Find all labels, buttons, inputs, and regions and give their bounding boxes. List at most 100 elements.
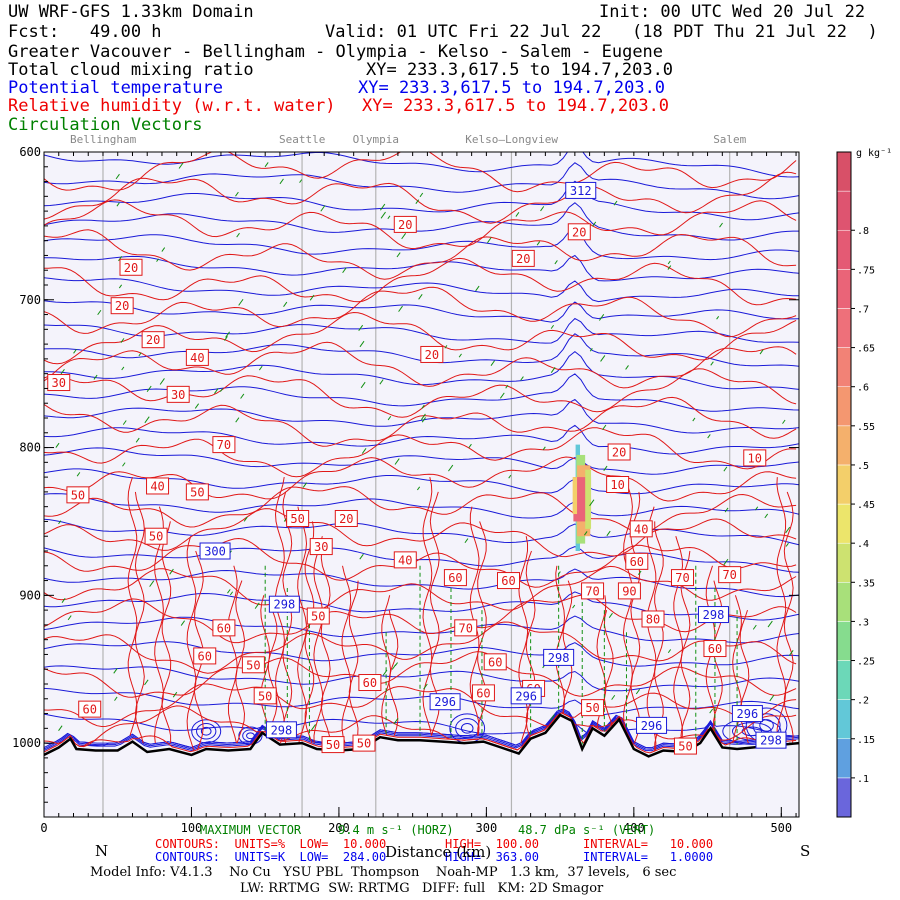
circulation-vector [379, 379, 384, 385]
circulation-vector [710, 361, 714, 366]
rh-contour-label: 50 [258, 689, 272, 703]
circulation-vector [540, 206, 545, 212]
colorbar-swatch [836, 503, 852, 544]
rh-contour-label-box [306, 607, 330, 625]
rh-plume-contour [381, 595, 392, 736]
city-label: Bellingham [69, 133, 137, 146]
rh-contour-label: 50 [311, 610, 325, 624]
rh-contour-label: 60 [501, 574, 515, 588]
rh-contour-label: 10 [748, 451, 762, 465]
circulation-vector [144, 679, 149, 686]
circulation-vector [93, 374, 98, 380]
circulation-vector [458, 353, 462, 358]
rh-contour-label: 30 [314, 540, 328, 554]
rh-contour-line [44, 621, 797, 674]
theta-contour-label: 298 [548, 651, 570, 665]
rh-contour-label: 20 [425, 348, 439, 362]
circulation-vector [549, 714, 555, 721]
rh-contour-label-box [352, 734, 376, 752]
circulation-vector [302, 482, 308, 488]
circulation-vector [608, 612, 613, 619]
circulation-vector [240, 393, 245, 399]
theta-contour-label: 296 [515, 689, 537, 703]
axis-south-label: S [800, 842, 811, 860]
rh-contour-label: 60 [198, 649, 212, 663]
circulation-vector [464, 538, 469, 544]
rh-contour-line [44, 286, 797, 338]
circulation-vector [785, 526, 791, 534]
rh-contour-label-box [471, 684, 495, 702]
rh-contour-label: 50 [190, 485, 204, 499]
isentrope-line [44, 493, 799, 519]
circulation-vector [487, 237, 492, 244]
max-vector-horz: 9.4 m s⁻¹ (HORZ) [338, 823, 454, 837]
circulation-vector [146, 385, 152, 392]
circulation-vector [320, 205, 326, 212]
rh-contour-label-box [334, 509, 358, 527]
rh-plume-contour [127, 476, 138, 736]
rh-plume-contour [622, 476, 633, 736]
isentrope-line [44, 518, 799, 546]
forecast-hour: Fcst: 49.00 h [8, 22, 162, 42]
rh-contour-line [44, 508, 797, 558]
circulation-vector [625, 365, 629, 370]
circulation-vector [243, 516, 248, 522]
colorbar-swatch [836, 777, 852, 818]
rh-contour-line [44, 199, 797, 250]
theta-contour-label: 296 [641, 719, 663, 733]
circulation-vector [613, 200, 618, 206]
circulation-vector [394, 458, 400, 465]
rh-contour-label-box [617, 582, 641, 600]
circulation-vector [60, 368, 65, 375]
rh-contour-label: 50 [71, 488, 85, 502]
theta-contour-label-box [731, 705, 763, 723]
rh-contour-label: 40 [150, 479, 164, 493]
rh-contour-label-box [193, 647, 217, 665]
circulation-vector [709, 708, 714, 714]
model-physics: LW: RRTMG SW: RRTMG DIFF: full KM: 2D Sm… [240, 881, 604, 896]
rh-contour-label-box [141, 331, 165, 349]
isentrope-line [44, 277, 799, 303]
colorbar-label: .15 [857, 735, 875, 746]
colorbar-unit: g kg⁻¹ [856, 148, 893, 159]
circulation-vector [380, 211, 386, 219]
rh-contour-label: 20 [612, 445, 626, 459]
rh-contour-label: 20 [339, 512, 353, 526]
rh-contour-line [44, 427, 797, 478]
field-circulation-vectors: Circulation Vectors [8, 115, 203, 135]
rh-contour-label-box [454, 619, 478, 637]
rh-contour-label-box [718, 566, 742, 584]
circulation-vector [258, 365, 263, 371]
colorbar-swatch [836, 308, 852, 348]
valid-time: Valid: 01 UTC Fri 22 Jul 22 (18 PDT Thu … [325, 22, 878, 42]
rh-contour-label: 90 [622, 584, 636, 598]
rh-contour-label-box [497, 572, 521, 590]
circulation-vector [550, 367, 556, 374]
region-name: Greater Vacouver - Bellingham - Olympia … [8, 42, 664, 62]
circulation-vector [421, 404, 425, 409]
rh-contour-line [44, 171, 797, 224]
circulation-vector [764, 513, 769, 519]
circulation-vector [515, 212, 520, 217]
circulation-vector [309, 294, 315, 301]
rh-contour-label-box [393, 215, 417, 233]
rh-contour-label: 40 [190, 351, 204, 365]
colorbar-swatch [836, 738, 852, 779]
field-cloud-mixing: Total cloud mixing ratio [8, 60, 254, 80]
theta-contour-label: 296 [737, 707, 759, 721]
terrain-line [44, 713, 799, 758]
rh-plume-contour [783, 491, 794, 744]
isentrope-closed-contour [460, 723, 474, 734]
colorbar-label: .5 [857, 461, 869, 472]
circulation-vector [393, 717, 399, 725]
rh-contour-label-box [241, 656, 265, 674]
circulation-vector [149, 580, 155, 587]
theta-contour-label-box [565, 181, 597, 199]
theta-contour-label-box [265, 721, 297, 739]
theta-contour-high: HIGH= 363.00 [445, 850, 539, 864]
rh-contour-label: 80 [646, 612, 660, 626]
isentrope-closed-contour [196, 723, 217, 740]
rh-plume-contour [388, 610, 399, 736]
circulation-vector [58, 520, 62, 525]
circulation-vector [421, 417, 426, 423]
